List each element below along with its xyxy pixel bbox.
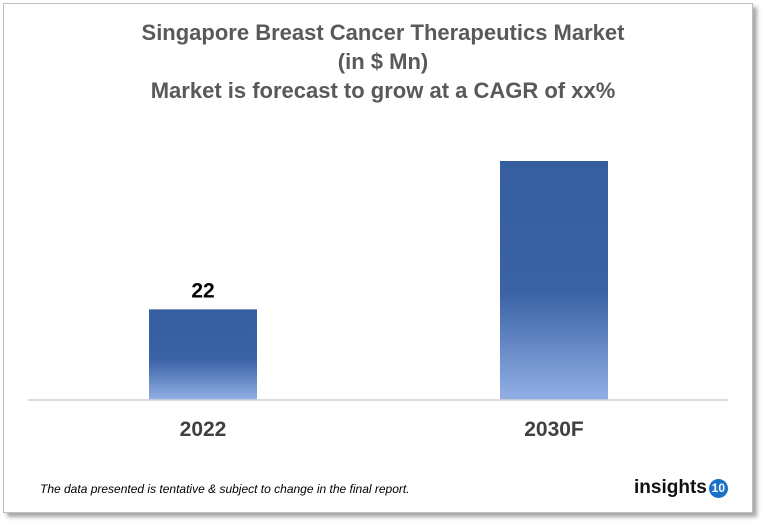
chart-frame — [3, 3, 753, 513]
x-tick-label: 2022 — [180, 418, 227, 441]
title-line-1: Singapore Breast Cancer Therapeutics Mar… — [141, 20, 625, 45]
logo-text: insights — [634, 477, 707, 498]
logo-badge: 10 — [708, 478, 728, 498]
title-line-2: (in $ Mn) — [337, 49, 429, 74]
disclaimer-note: The data presented is tentative & subjec… — [40, 482, 410, 496]
bar-2030F — [500, 161, 608, 400]
title-line-3: Market is forecast to grow at a CAGR of … — [150, 78, 616, 103]
insights10-logo: insights 10 — [634, 477, 728, 499]
bar-2022 — [149, 309, 257, 400]
data-label: 22 — [191, 279, 214, 302]
x-tick-label: 2030F — [524, 418, 584, 441]
chart-title: Singapore Breast Cancer Therapeutics Mar… — [0, 18, 766, 105]
